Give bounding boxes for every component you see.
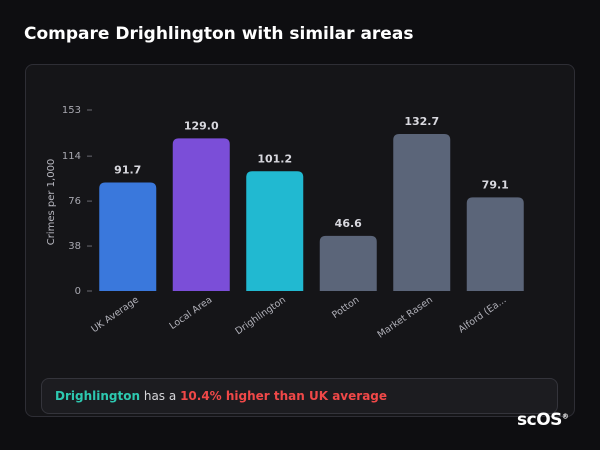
value-label: 132.7 xyxy=(404,115,439,128)
bar xyxy=(466,197,524,291)
y-tick-label: 114 xyxy=(62,151,81,162)
bar xyxy=(172,138,230,291)
x-tick-label: Potton xyxy=(330,294,361,321)
y-tick-label: 0 xyxy=(75,286,81,297)
value-label: 91.7 xyxy=(114,164,141,177)
logo-text: scOS xyxy=(517,410,562,430)
page-title: Compare Drighlington with similar areas xyxy=(24,24,414,44)
y-tick-label: 153 xyxy=(62,105,81,116)
callout-text: has a xyxy=(143,389,177,403)
y-tick-label: 38 xyxy=(68,241,81,252)
logo: scOS® xyxy=(517,410,569,430)
bar xyxy=(246,171,304,291)
x-tick-label: Market Rasen xyxy=(376,294,435,340)
y-axis-label: Crimes per 1,000 xyxy=(46,159,57,246)
value-label: 101.2 xyxy=(257,152,292,165)
x-tick-label: UK Average xyxy=(89,294,141,335)
value-label: 79.1 xyxy=(482,178,509,191)
chart-card: Crimes per 1,000 0 38 76 114 153 UK Average 91… xyxy=(25,64,575,417)
bar xyxy=(319,235,377,291)
value-label: 129.0 xyxy=(184,119,219,132)
y-tick-label: 76 xyxy=(68,196,81,207)
callout-comparison: 10.4% higher than UK average xyxy=(180,389,388,403)
bar xyxy=(393,134,451,291)
x-tick-label: Local Area xyxy=(168,294,215,331)
x-tick-label: Drighlington xyxy=(233,294,287,337)
x-tick-label: Alford (Ea... xyxy=(456,294,508,335)
chart: Crimes per 1,000 0 38 76 114 153 UK Average 91… xyxy=(46,105,524,341)
logo-mark: ® xyxy=(561,412,569,421)
value-label: 46.6 xyxy=(335,217,362,230)
callout-area: Drighlington xyxy=(55,389,141,403)
bar xyxy=(99,182,157,291)
callout: Drighlington has a 10.4% higher than UK … xyxy=(41,378,558,414)
